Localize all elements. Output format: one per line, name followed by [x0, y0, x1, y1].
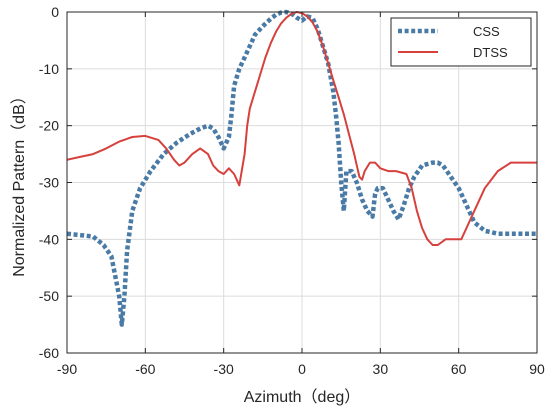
- x-tick-label: -60: [135, 361, 155, 377]
- y-tick-label: -30: [39, 175, 59, 191]
- x-tick-label: 90: [529, 361, 545, 377]
- y-tick-label: -40: [39, 231, 59, 247]
- legend-label-css: CSS: [473, 24, 500, 39]
- series-line-dtss: [67, 11, 537, 246]
- legend-box: [390, 17, 532, 67]
- x-tick-label: 0: [298, 361, 306, 377]
- y-tick-label: -10: [39, 61, 59, 77]
- series-layer: [67, 9, 537, 327]
- x-tick-label: 60: [451, 361, 467, 377]
- y-tick-label: -60: [39, 345, 59, 361]
- x-tick-label: -90: [57, 361, 77, 377]
- x-tick-label: -30: [214, 361, 234, 377]
- legend: CSS DTSS: [390, 17, 532, 67]
- y-axis-label: Normalized Pattern（dB）: [10, 88, 28, 277]
- axis-ticks: -90 -60 -30 0 30 60 900-10-20-30-40-50-60: [39, 4, 545, 377]
- legend-label-dtss: DTSS: [473, 45, 508, 60]
- series-line-css: [67, 9, 537, 327]
- x-axis-label: Azimuth（deg）: [244, 388, 361, 406]
- x-tick-label: 30: [373, 361, 389, 377]
- y-tick-label: -20: [39, 118, 59, 134]
- y-tick-label: 0: [51, 4, 59, 20]
- y-tick-label: -50: [39, 288, 59, 304]
